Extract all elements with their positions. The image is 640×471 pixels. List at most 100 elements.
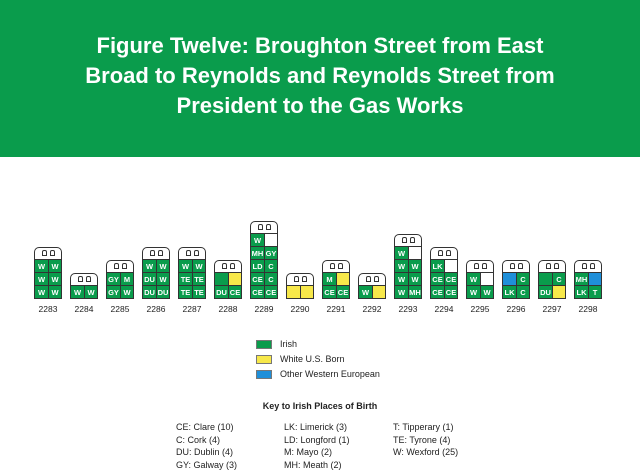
chimney-icon — [366, 276, 371, 282]
house-number: 2283 — [28, 304, 68, 314]
resident-cell: W — [34, 285, 49, 299]
resident-cell: DU — [214, 285, 229, 299]
resident-cell: CE — [444, 285, 458, 299]
resident-cell: W — [250, 233, 265, 247]
key-entry: W: Wexford (25) — [393, 446, 458, 459]
chimney-icon — [338, 263, 343, 269]
resident-cell: W — [34, 272, 49, 286]
chimney-icon — [150, 250, 155, 256]
key-entry: TE: Tyrone (4) — [393, 434, 458, 447]
key-column-1: CE: Clare (10) C: Cork (4) DU: Dublin (4… — [176, 421, 237, 471]
house-number: 2284 — [64, 304, 104, 314]
key-entry: LK: Limerick (3) — [284, 421, 350, 434]
resident-cell: W — [480, 285, 494, 299]
chimney-icon — [554, 263, 559, 269]
resident-cell: MH — [250, 246, 265, 260]
resident-cell: TE — [192, 285, 206, 299]
house-number: 2295 — [460, 304, 500, 314]
resident-cell — [444, 259, 458, 273]
resident-cell: C — [516, 272, 530, 286]
chimney-icon — [50, 250, 55, 256]
resident-cell: DU — [538, 285, 553, 299]
chimney-icon — [482, 263, 487, 269]
house-number: 2287 — [172, 304, 212, 314]
resident-cell: GY — [264, 246, 278, 260]
resident-cell: W — [358, 285, 373, 299]
chimney-icon — [590, 263, 595, 269]
resident-cell: LK — [574, 285, 589, 299]
resident-cell: LK — [430, 259, 445, 273]
chimney-icon — [410, 237, 415, 243]
chimney-icon — [42, 250, 47, 256]
house-number: 2298 — [568, 304, 608, 314]
chimney-icon — [194, 250, 199, 256]
resident-cell: W — [394, 246, 409, 260]
resident-cell: W — [70, 285, 85, 299]
chimney-icon — [546, 263, 551, 269]
resident-cell: W — [48, 272, 62, 286]
resident-cell — [372, 285, 386, 299]
house-number: 2294 — [424, 304, 464, 314]
resident-cell: CE — [444, 272, 458, 286]
house-number: 2289 — [244, 304, 284, 314]
house-number: 2296 — [496, 304, 536, 314]
chimney-icon — [230, 263, 235, 269]
chimney-icon — [446, 250, 451, 256]
key-column-2: LK: Limerick (3) LD: Longford (1) M: May… — [284, 421, 350, 471]
resident-cell: W — [34, 259, 49, 273]
resident-cell: W — [192, 259, 206, 273]
house-number: 2288 — [208, 304, 248, 314]
chimney-icon — [438, 250, 443, 256]
resident-cell: W — [394, 259, 409, 273]
resident-cell: W — [48, 259, 62, 273]
legend-label: Other Western European — [280, 369, 380, 379]
key-entry: M: Mayo (2) — [284, 446, 350, 459]
resident-cell: DU — [142, 285, 157, 299]
resident-cell — [300, 285, 314, 299]
resident-cell — [480, 272, 494, 286]
house-number: 2286 — [136, 304, 176, 314]
resident-cell: W — [142, 259, 157, 273]
house-number: 2291 — [316, 304, 356, 314]
chimney-icon — [158, 250, 163, 256]
resident-cell: TE — [192, 272, 206, 286]
chimney-icon — [402, 237, 407, 243]
resident-cell — [408, 246, 422, 260]
resident-cell: W — [394, 272, 409, 286]
resident-cell: C — [264, 259, 278, 273]
legend-label: Irish — [280, 339, 297, 349]
chimney-icon — [518, 263, 523, 269]
resident-cell: W — [156, 272, 170, 286]
resident-cell: CE — [250, 272, 265, 286]
resident-cell — [214, 272, 229, 286]
resident-cell: DU — [156, 285, 170, 299]
chimney-icon — [330, 263, 335, 269]
resident-cell: GY — [106, 272, 121, 286]
chimney-icon — [294, 276, 299, 282]
resident-cell: CE — [430, 272, 445, 286]
chimney-icon — [86, 276, 91, 282]
key-entry: C: Cork (4) — [176, 434, 237, 447]
resident-cell: GY — [106, 285, 121, 299]
chimney-icon — [78, 276, 83, 282]
chimney-icon — [374, 276, 379, 282]
resident-cell: C — [552, 272, 566, 286]
chimney-icon — [510, 263, 515, 269]
resident-cell — [552, 285, 566, 299]
chimney-icon — [122, 263, 127, 269]
key-entry: CE: Clare (10) — [176, 421, 237, 434]
figure-title: Figure Twelve: Broughton Street from Eas… — [20, 31, 620, 121]
resident-cell: W — [408, 259, 422, 273]
resident-cell: CE — [322, 285, 337, 299]
resident-cell: LD — [250, 259, 265, 273]
chimney-icon — [258, 224, 263, 230]
key-entry: T: Tipperary (1) — [393, 421, 458, 434]
